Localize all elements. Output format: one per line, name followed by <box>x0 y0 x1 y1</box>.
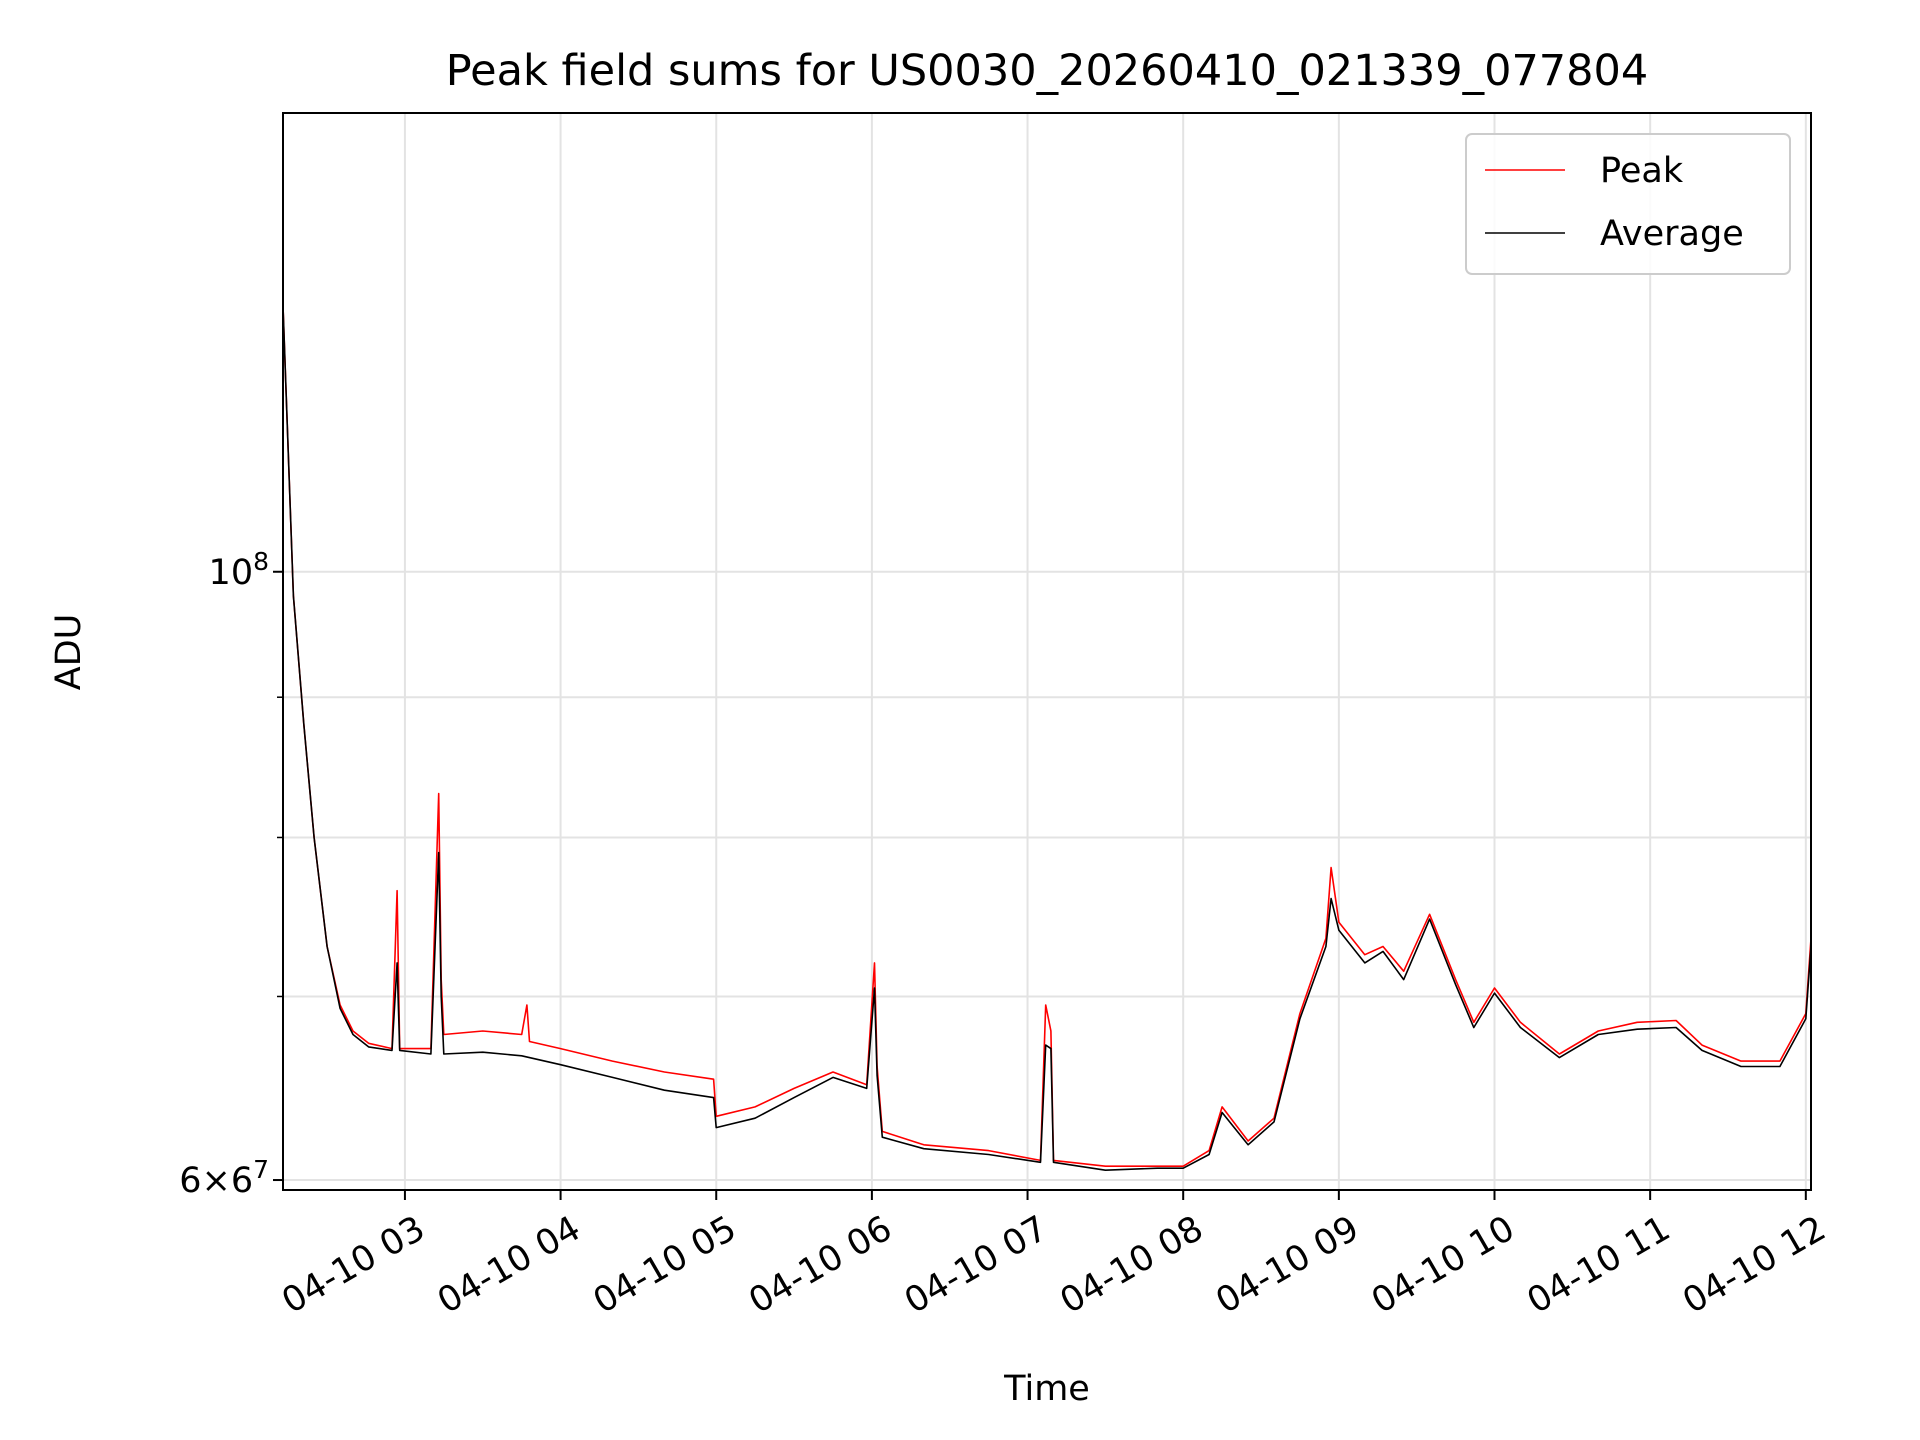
y-tick-label: 108 <box>209 546 269 593</box>
y-axis-label: ADU <box>49 614 89 691</box>
legend-peak-label: Peak <box>1600 151 1684 191</box>
y-tick-label: 6×67 <box>179 1155 269 1202</box>
legend-average-label: Average <box>1600 214 1744 254</box>
legend: Peak Average <box>1465 133 1791 275</box>
series-layer <box>282 113 1812 1171</box>
y-axis: 108 6×67 <box>179 546 283 1201</box>
x-axis-label: Time <box>1003 1369 1090 1409</box>
series-peak-line <box>282 113 1812 1167</box>
plot-frame <box>282 112 1812 1191</box>
chart-title: Peak field sums for US0030_20260410_0213… <box>446 46 1649 96</box>
legend-box <box>1465 133 1791 275</box>
series-average-line <box>282 129 1812 1171</box>
